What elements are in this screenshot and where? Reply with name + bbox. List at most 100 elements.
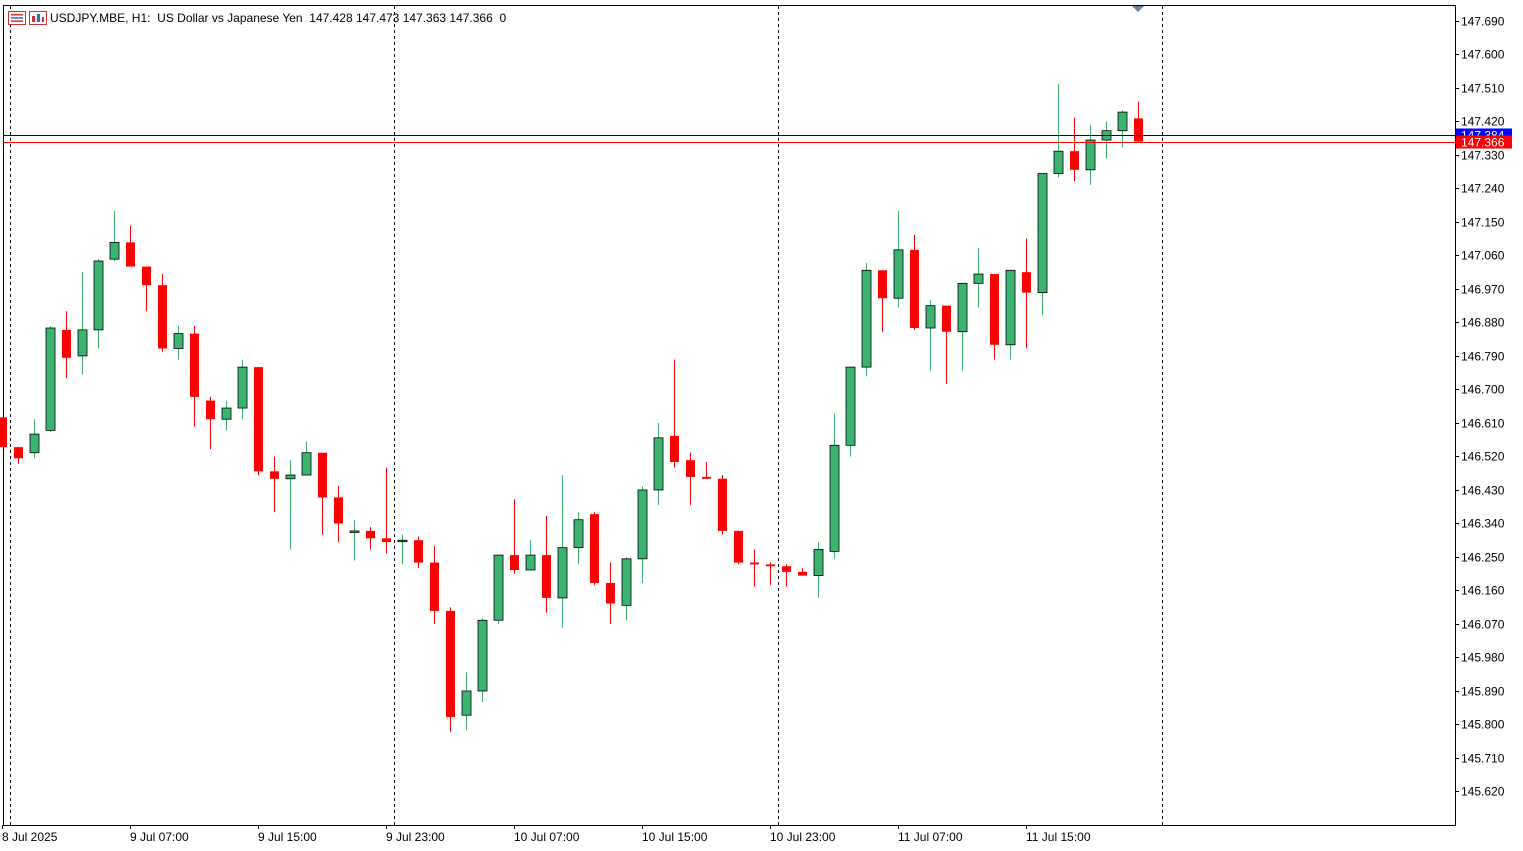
candle[interactable] xyxy=(798,568,807,576)
candle-body xyxy=(0,417,7,448)
candle-body xyxy=(285,474,296,480)
candle[interactable] xyxy=(366,527,375,550)
candle-body xyxy=(430,562,439,611)
candle[interactable] xyxy=(670,359,679,468)
candle[interactable] xyxy=(813,542,824,598)
candle[interactable] xyxy=(542,516,551,613)
candle[interactable] xyxy=(861,262,872,377)
candle[interactable] xyxy=(702,462,711,479)
candle[interactable] xyxy=(29,419,40,459)
candle-body xyxy=(109,241,120,260)
y-tick-label: 146.430 xyxy=(1461,484,1505,498)
candle[interactable] xyxy=(173,326,184,360)
candle[interactable] xyxy=(318,452,327,535)
candle[interactable] xyxy=(446,607,455,732)
candle[interactable] xyxy=(221,400,232,431)
candle[interactable] xyxy=(334,486,343,543)
y-tick-label: 147.600 xyxy=(1461,48,1505,62)
x-tick-label: 11 Jul 07:00 xyxy=(898,830,963,844)
candle[interactable] xyxy=(414,536,423,569)
candle-body xyxy=(606,583,615,604)
candle[interactable] xyxy=(878,270,887,332)
candle[interactable] xyxy=(686,452,695,505)
candle-body xyxy=(702,476,711,479)
candle[interactable] xyxy=(382,467,391,554)
y-tick-label: 146.340 xyxy=(1461,517,1505,531)
candle[interactable] xyxy=(301,441,312,476)
candle[interactable] xyxy=(957,282,968,371)
candle[interactable] xyxy=(430,545,439,624)
candle[interactable] xyxy=(477,618,488,703)
candle[interactable] xyxy=(93,259,104,349)
chart-icon[interactable] xyxy=(29,11,47,25)
candle[interactable] xyxy=(461,672,472,731)
y-tick-label: 147.150 xyxy=(1461,216,1505,230)
candle[interactable] xyxy=(573,512,584,565)
candle[interactable] xyxy=(126,225,135,267)
candle[interactable] xyxy=(653,422,664,505)
candle[interactable] xyxy=(1053,84,1064,178)
candle[interactable] xyxy=(829,413,840,559)
candle[interactable] xyxy=(606,562,615,624)
candle-body xyxy=(270,471,279,479)
candle[interactable] xyxy=(621,556,632,621)
candle[interactable] xyxy=(1037,173,1048,315)
candle[interactable] xyxy=(62,311,71,379)
candle[interactable] xyxy=(942,305,951,384)
shift-marker-icon[interactable] xyxy=(1132,6,1144,12)
candle[interactable] xyxy=(1117,110,1128,148)
y-tick-label: 146.970 xyxy=(1461,283,1505,297)
candle[interactable] xyxy=(77,272,88,375)
candle[interactable] xyxy=(973,247,984,308)
candle[interactable] xyxy=(557,475,568,628)
candle[interactable] xyxy=(782,564,791,587)
candle-body xyxy=(397,539,408,543)
candle[interactable] xyxy=(734,530,743,565)
candle[interactable] xyxy=(990,274,999,360)
candle[interactable] xyxy=(14,447,23,464)
candle[interactable] xyxy=(845,366,856,457)
candle[interactable] xyxy=(1070,117,1079,181)
candle-body xyxy=(942,305,951,332)
candle[interactable] xyxy=(0,417,7,448)
candle[interactable] xyxy=(750,549,759,587)
candle[interactable] xyxy=(270,456,279,513)
candle-body xyxy=(62,329,71,358)
candle[interactable] xyxy=(237,359,248,420)
candle[interactable] xyxy=(206,396,215,450)
candle-body xyxy=(670,435,679,463)
candle-body xyxy=(798,571,807,576)
candle[interactable] xyxy=(158,274,167,353)
candle[interactable] xyxy=(510,499,519,574)
candle-body xyxy=(382,538,391,543)
candle[interactable] xyxy=(45,326,56,433)
candle[interactable] xyxy=(397,534,408,565)
candle[interactable] xyxy=(493,554,504,624)
candle-body xyxy=(1085,139,1096,171)
candle-body xyxy=(254,367,263,472)
candle[interactable] xyxy=(142,266,151,312)
y-tick-label: 147.240 xyxy=(1461,182,1505,196)
candle-body xyxy=(334,497,343,524)
candle[interactable] xyxy=(590,512,599,585)
candle[interactable] xyxy=(1022,238,1031,349)
candle[interactable] xyxy=(349,519,360,561)
candle[interactable] xyxy=(109,210,120,262)
candle[interactable] xyxy=(637,486,648,584)
menu-icon[interactable] xyxy=(8,11,26,25)
candle-body xyxy=(1005,269,1016,346)
candle[interactable] xyxy=(190,326,199,427)
candle[interactable] xyxy=(718,475,727,535)
candle-body xyxy=(1117,111,1128,132)
candle[interactable] xyxy=(1005,269,1016,360)
candle[interactable] xyxy=(925,300,936,371)
candle[interactable] xyxy=(254,367,263,476)
candle[interactable] xyxy=(910,234,919,330)
candle[interactable] xyxy=(525,540,536,571)
candle[interactable] xyxy=(893,210,904,308)
candle[interactable] xyxy=(285,460,296,550)
x-tick-label: 10 Jul 15:00 xyxy=(642,830,708,844)
candle[interactable] xyxy=(766,562,775,585)
